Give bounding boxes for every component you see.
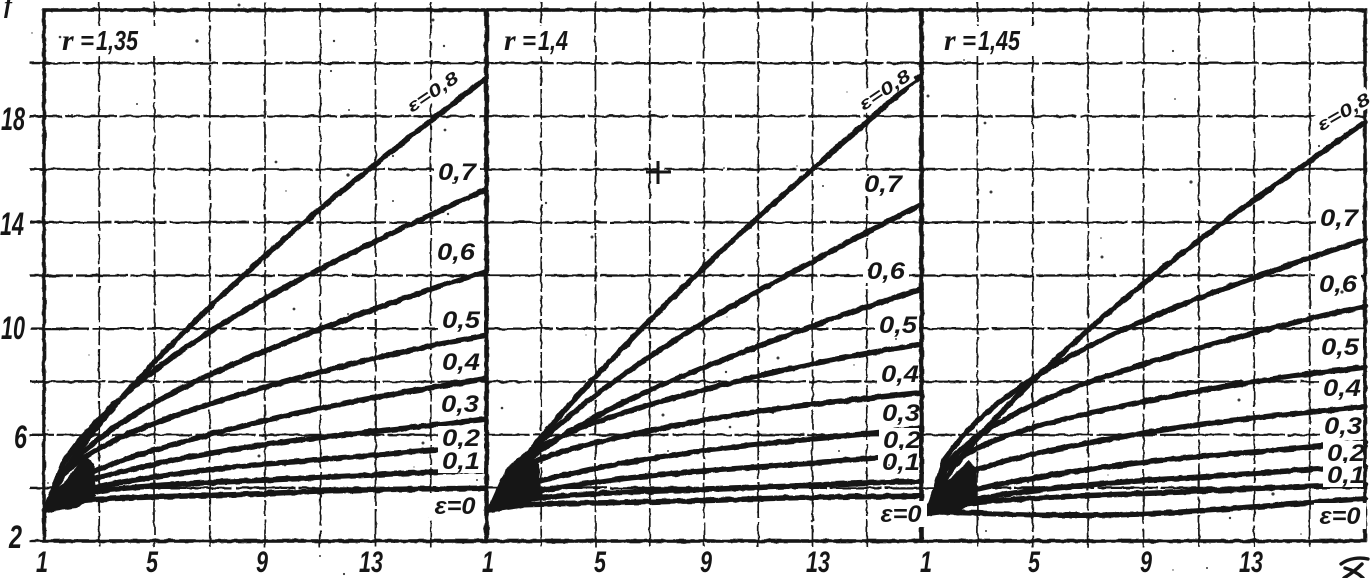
svg-text:0,5: 0,5	[879, 312, 918, 339]
svg-text:0,4: 0,4	[442, 349, 480, 376]
svg-text:0,6: 0,6	[437, 239, 476, 266]
svg-text:9: 9	[256, 546, 268, 578]
svg-text:1,4: 1,4	[538, 25, 568, 56]
svg-text:0,1: 0,1	[442, 448, 480, 475]
svg-text:10: 10	[1, 310, 25, 346]
svg-text:6: 6	[14, 419, 27, 455]
svg-text:f: f	[4, 0, 14, 19]
svg-text:0,2: 0,2	[1327, 440, 1366, 467]
svg-text:0,4: 0,4	[881, 361, 919, 388]
svg-text:0,4: 0,4	[1323, 375, 1361, 402]
svg-text:0,3: 0,3	[441, 391, 480, 418]
svg-text:1,35: 1,35	[96, 25, 138, 56]
svg-text:r: r	[944, 24, 956, 57]
svg-text:0,5: 0,5	[1321, 334, 1360, 361]
svg-text:5: 5	[146, 546, 159, 578]
svg-text:r: r	[62, 24, 74, 57]
svg-text:ε=0: ε=0	[881, 501, 923, 528]
svg-text:=: =	[962, 28, 976, 55]
svg-text:0,6: 0,6	[1319, 271, 1358, 298]
svg-text:0,2: 0,2	[442, 425, 481, 452]
svg-text:5: 5	[1028, 546, 1041, 578]
svg-text:14: 14	[0, 206, 24, 242]
svg-text:18: 18	[1, 101, 25, 137]
svg-text:0,5: 0,5	[442, 307, 481, 334]
svg-text:1: 1	[482, 546, 494, 578]
svg-text:ε=0: ε=0	[1320, 503, 1362, 530]
svg-text:0,6: 0,6	[867, 258, 906, 285]
svg-text:2: 2	[8, 519, 22, 555]
svg-text:0,7: 0,7	[438, 159, 478, 186]
svg-text:0,3: 0,3	[1324, 413, 1363, 440]
svg-text:5: 5	[594, 546, 607, 578]
svg-text:13: 13	[1239, 546, 1263, 578]
svg-text:9: 9	[700, 546, 712, 578]
svg-text:=: =	[80, 28, 94, 55]
svg-text:0,1: 0,1	[1327, 462, 1365, 489]
svg-text:13: 13	[359, 546, 383, 578]
svg-text:0,1: 0,1	[882, 449, 920, 476]
svg-text:0,7: 0,7	[864, 171, 904, 198]
svg-text:0,3: 0,3	[882, 400, 921, 427]
svg-text:r: r	[504, 24, 516, 57]
svg-text:13: 13	[806, 546, 830, 578]
svg-text:1: 1	[920, 546, 932, 578]
svg-text:ε=0: ε=0	[435, 493, 477, 520]
svg-text:0,2: 0,2	[883, 427, 922, 454]
svg-text:0,7: 0,7	[1320, 205, 1360, 232]
svg-text:1: 1	[36, 546, 48, 578]
svg-text:1,45: 1,45	[978, 25, 1020, 56]
svg-text:9: 9	[1140, 546, 1152, 578]
svg-text:=: =	[522, 28, 536, 55]
